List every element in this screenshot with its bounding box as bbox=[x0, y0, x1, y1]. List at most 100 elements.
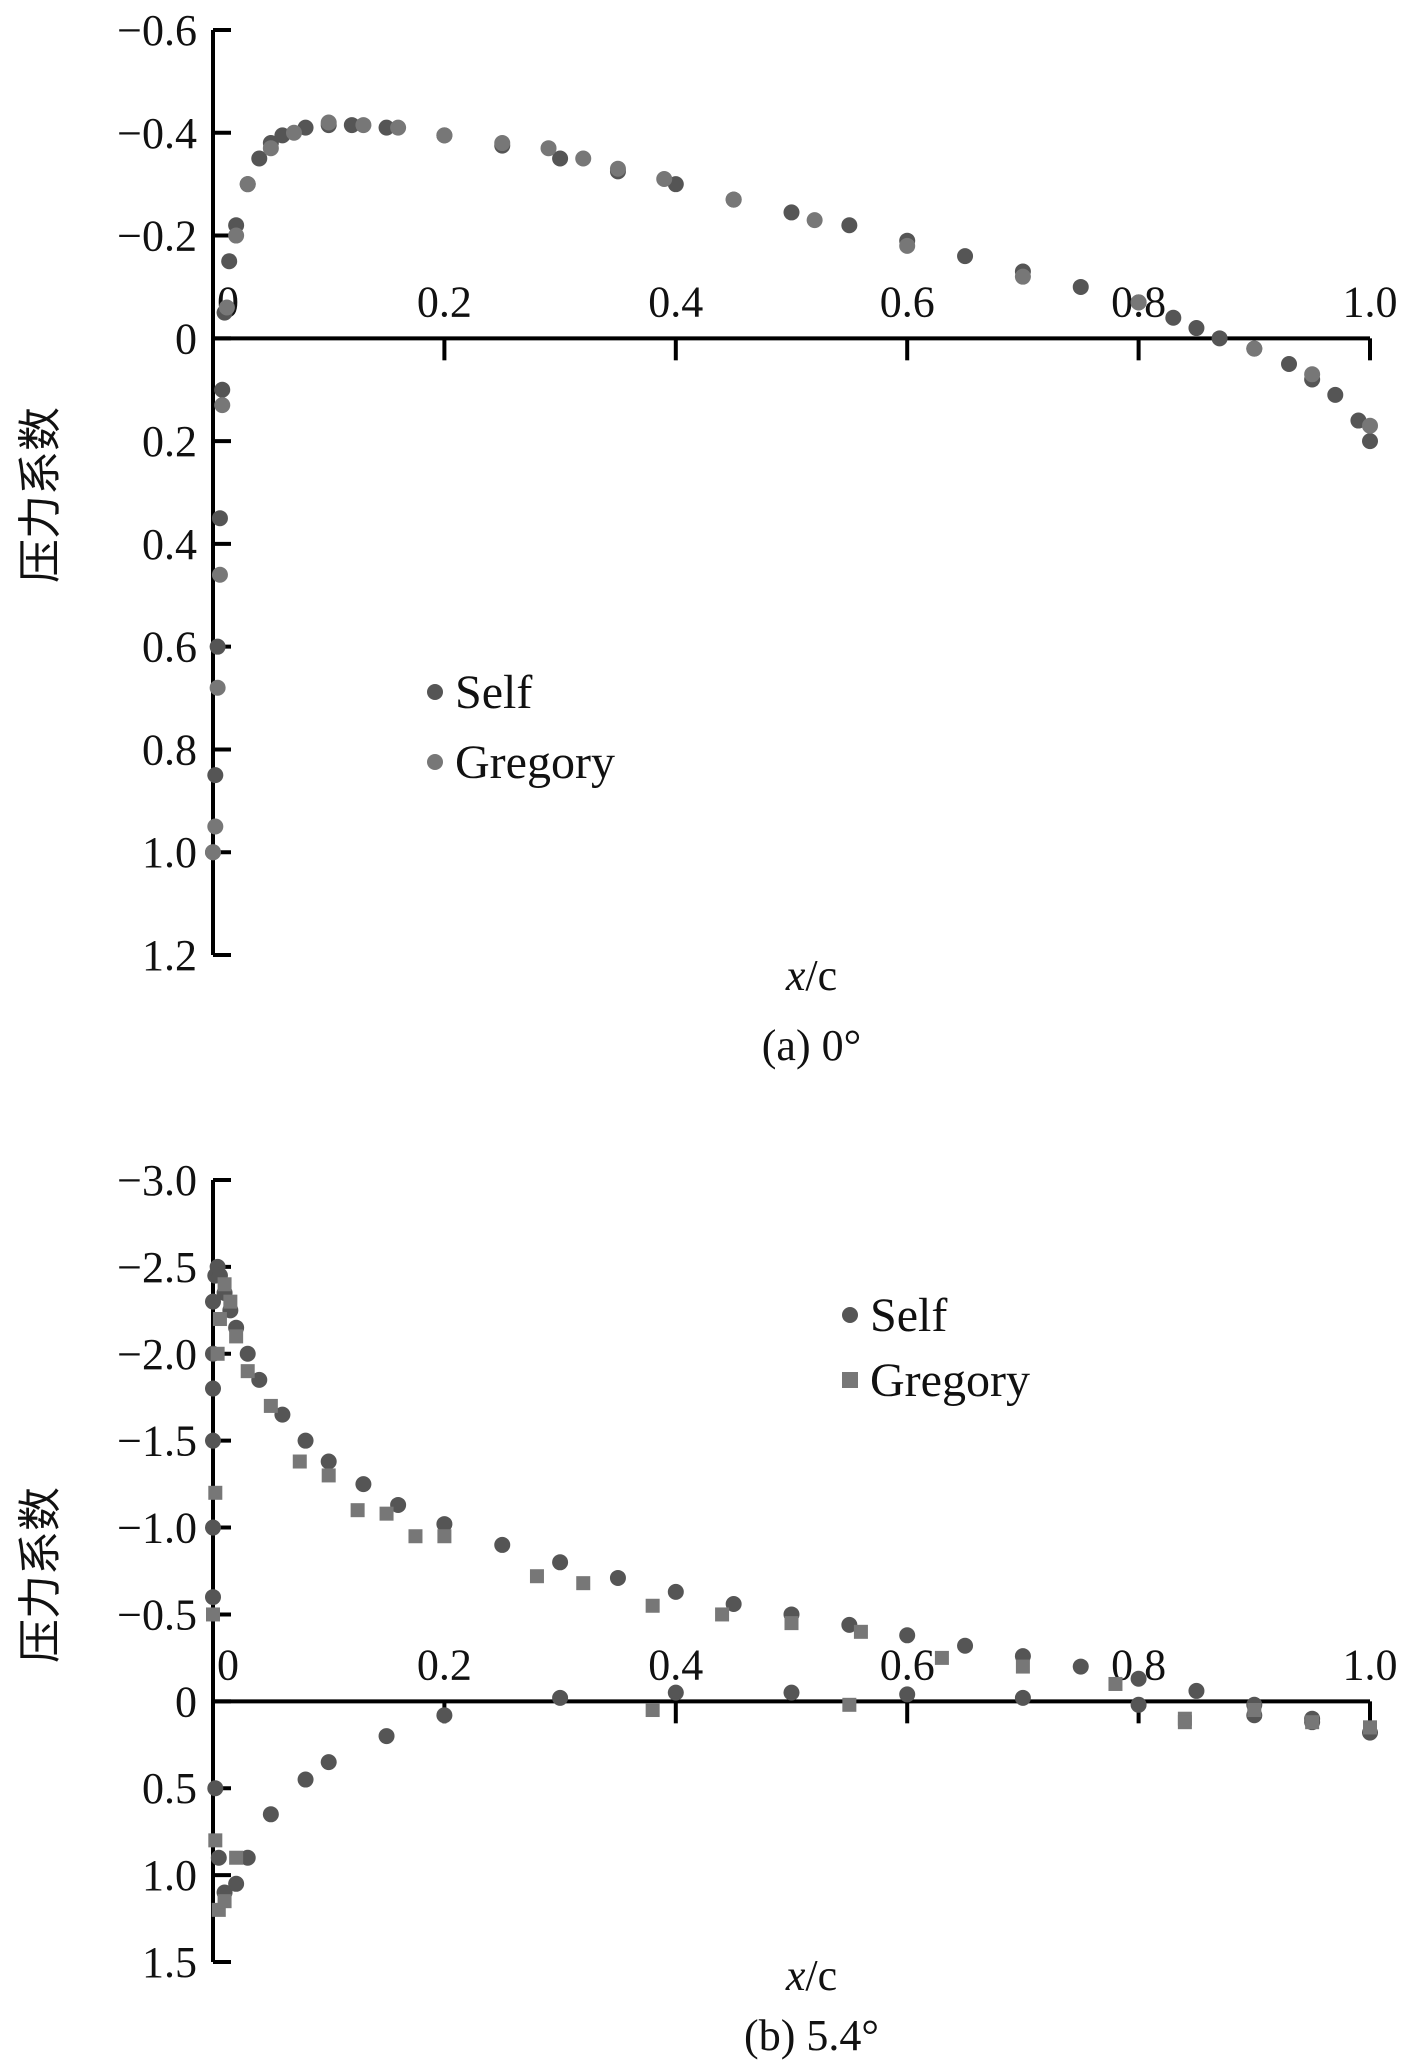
x-tick-label: 1.0 bbox=[1343, 1640, 1398, 1689]
data-point bbox=[783, 1684, 800, 1701]
chart-caption: (a) 0° bbox=[762, 1021, 861, 1070]
data-point bbox=[725, 1596, 742, 1613]
y-tick-label: 0.6 bbox=[142, 623, 197, 672]
data-point bbox=[343, 117, 360, 134]
data-point bbox=[390, 1496, 407, 1513]
data-point bbox=[1281, 356, 1298, 373]
data-point bbox=[321, 1468, 336, 1483]
data-point bbox=[274, 1406, 291, 1423]
x-tick-label: 0.4 bbox=[648, 1640, 703, 1689]
data-point bbox=[1327, 386, 1344, 403]
data-point bbox=[1304, 366, 1321, 383]
legend-marker bbox=[842, 1372, 858, 1388]
data-point bbox=[223, 1294, 238, 1309]
data-point bbox=[899, 1686, 916, 1703]
data-point bbox=[214, 381, 231, 398]
data-point bbox=[355, 117, 372, 134]
y-tick-label: 1.5 bbox=[142, 1938, 197, 1987]
legend-marker bbox=[427, 754, 443, 770]
data-point bbox=[229, 1850, 244, 1865]
data-point bbox=[297, 1771, 314, 1788]
data-point bbox=[1072, 278, 1089, 295]
data-point bbox=[320, 114, 337, 131]
data-point bbox=[355, 1476, 372, 1493]
legend-label: Gregory bbox=[455, 736, 615, 789]
data-point bbox=[207, 1780, 224, 1797]
data-point bbox=[205, 1293, 221, 1310]
data-point bbox=[609, 1569, 626, 1586]
data-point bbox=[379, 1506, 394, 1521]
data-point bbox=[251, 150, 268, 167]
data-point bbox=[217, 1894, 232, 1909]
x-tick-label: 0.6 bbox=[880, 277, 935, 326]
data-point bbox=[390, 119, 407, 136]
data-point bbox=[841, 217, 858, 234]
x-tick-label: 0.4 bbox=[648, 277, 703, 326]
data-point bbox=[262, 140, 279, 157]
legend-label: Self bbox=[455, 666, 532, 719]
data-point bbox=[228, 1875, 245, 1892]
series-self bbox=[205, 1258, 1378, 1901]
data-point bbox=[350, 1503, 365, 1518]
data-point bbox=[206, 1607, 220, 1622]
y-tick-label: −3.0 bbox=[117, 1156, 197, 1205]
data-point bbox=[1130, 1670, 1147, 1687]
x-tick-label: 0.6 bbox=[880, 1640, 935, 1689]
data-point bbox=[552, 150, 569, 167]
y-tick-label: 0.5 bbox=[142, 1764, 197, 1813]
legend-marker bbox=[842, 1307, 858, 1323]
data-point bbox=[211, 566, 228, 583]
y-tick-label: 1.0 bbox=[142, 1851, 197, 1900]
legend: Self Gregory bbox=[427, 666, 615, 789]
data-point bbox=[207, 818, 224, 835]
data-point bbox=[552, 1689, 569, 1706]
chart-a: −0.6−0.4−0.200.20.40.60.81.01.200.20.40.… bbox=[16, 6, 1398, 1070]
data-point bbox=[552, 1554, 569, 1571]
y-tick-label: −0.6 bbox=[117, 6, 197, 55]
series-self bbox=[205, 117, 1378, 861]
data-point bbox=[378, 1728, 395, 1745]
data-point bbox=[205, 1519, 221, 1536]
data-point bbox=[205, 1380, 221, 1397]
data-point bbox=[1014, 1689, 1031, 1706]
legend-label: Gregory bbox=[870, 1354, 1030, 1407]
data-point bbox=[1165, 309, 1182, 326]
data-point bbox=[1188, 1682, 1205, 1699]
data-point bbox=[205, 1589, 221, 1606]
x-axis-title: x/c bbox=[785, 951, 837, 1000]
data-point bbox=[239, 1849, 256, 1866]
data-point bbox=[251, 1371, 268, 1388]
data-point bbox=[320, 1754, 337, 1771]
y-tick-label: −1.5 bbox=[117, 1417, 197, 1466]
data-point bbox=[540, 140, 557, 157]
data-point bbox=[214, 397, 231, 414]
data-point bbox=[211, 510, 228, 527]
data-point bbox=[1072, 1658, 1089, 1675]
data-point bbox=[297, 1432, 314, 1449]
data-point bbox=[436, 1516, 453, 1533]
data-point bbox=[494, 135, 511, 152]
data-point bbox=[208, 1833, 223, 1848]
data-point bbox=[842, 1697, 857, 1712]
data-point bbox=[1108, 1676, 1123, 1691]
data-point bbox=[285, 124, 302, 141]
data-point bbox=[209, 638, 226, 655]
series-gregory bbox=[206, 1277, 1377, 1917]
y-tick-label: 0 bbox=[175, 314, 197, 363]
data-point bbox=[292, 1454, 307, 1469]
data-point bbox=[1177, 1715, 1192, 1730]
data-point bbox=[378, 119, 395, 136]
y-tick-label: 0.2 bbox=[142, 417, 197, 466]
data-point bbox=[205, 1432, 221, 1449]
data-point bbox=[228, 227, 245, 244]
x-tick-label: 0 bbox=[217, 1640, 239, 1689]
data-point bbox=[1363, 1720, 1377, 1735]
data-point bbox=[529, 1569, 544, 1584]
data-point bbox=[609, 160, 626, 177]
y-tick-label: −0.4 bbox=[117, 109, 197, 158]
data-point bbox=[715, 1607, 730, 1622]
legend-label: Self bbox=[870, 1289, 947, 1342]
x-tick-label: 0.2 bbox=[417, 277, 472, 326]
data-point bbox=[1130, 1696, 1147, 1713]
